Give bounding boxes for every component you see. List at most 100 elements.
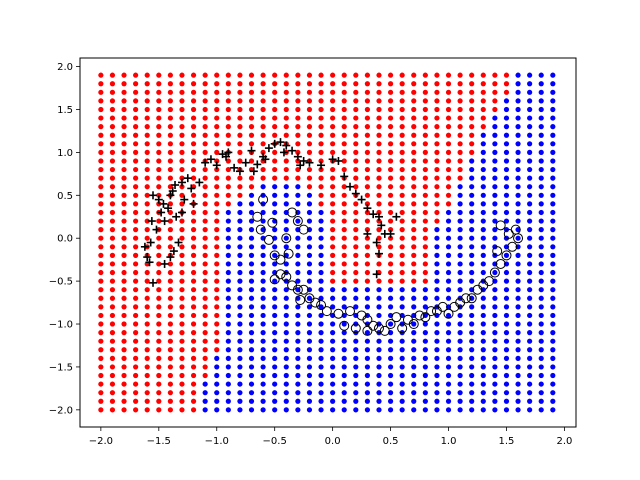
grid-point [109, 201, 116, 207]
grid-point [387, 390, 394, 396]
grid-point [214, 312, 220, 319]
grid-point [550, 141, 556, 147]
grid-point [225, 81, 231, 87]
grid-point [202, 81, 208, 87]
grid-point [492, 338, 498, 344]
grid-point [469, 347, 475, 353]
grid-point [248, 106, 255, 113]
grid-point [295, 132, 301, 138]
grid-point [376, 227, 382, 233]
grid-point [469, 244, 475, 250]
grid-point [503, 312, 510, 319]
grid-point [341, 252, 347, 258]
grid-point [376, 381, 382, 387]
grid-point [469, 72, 475, 78]
grid-point [341, 227, 347, 233]
grid-point [167, 227, 173, 233]
circle-marker [420, 312, 431, 323]
grid-point [260, 115, 266, 121]
grid-point [179, 141, 185, 147]
grid-point [422, 295, 428, 301]
grid-point [156, 269, 162, 276]
grid-point [237, 89, 243, 95]
grid-point [202, 106, 208, 113]
grid-point [214, 278, 220, 284]
grid-point [225, 287, 231, 293]
grid-point [422, 364, 428, 370]
grid-point [283, 175, 289, 181]
grid-point [202, 372, 208, 379]
grid-point [295, 124, 301, 130]
plus-marker [279, 148, 288, 157]
grid-point [109, 184, 116, 190]
grid-point [550, 81, 556, 87]
grid-point [399, 192, 405, 198]
grid-point [260, 106, 266, 113]
grid-point [434, 115, 440, 121]
grid-point [318, 106, 324, 113]
grid-point [469, 184, 475, 190]
y-axis: −2.0−1.5−1.0−0.50.00.51.01.52.0 [49, 62, 80, 416]
grid-point [248, 398, 255, 404]
grid-point [341, 398, 347, 404]
grid-point [492, 209, 498, 216]
grid-point [550, 398, 556, 404]
grid-point [98, 89, 104, 95]
grid-point [399, 141, 405, 147]
grid-point [179, 175, 185, 181]
grid-point [121, 81, 127, 87]
grid-point [550, 72, 556, 78]
grid-point [434, 355, 440, 361]
grid-point [538, 338, 544, 344]
grid-point [480, 372, 486, 379]
y-tick-label: −2.0 [49, 405, 73, 416]
grid-point [121, 106, 127, 113]
grid-point [179, 381, 185, 387]
grid-point [295, 321, 301, 327]
grid-point [202, 72, 208, 78]
grid-point [225, 184, 231, 190]
grid-point [364, 287, 370, 293]
grid-point [248, 372, 255, 379]
grid-point [260, 312, 266, 319]
grid-point [144, 407, 150, 413]
grid-point [214, 381, 220, 387]
grid-point [98, 390, 104, 396]
grid-point [179, 235, 185, 241]
grid-point [341, 407, 347, 413]
grid-point [422, 227, 428, 233]
grid-point [167, 166, 173, 173]
grid-point [527, 192, 533, 198]
grid-point [330, 347, 336, 353]
grid-point [98, 149, 104, 155]
grid-point [515, 72, 521, 78]
grid-point [457, 141, 463, 147]
grid-point [295, 201, 301, 207]
grid-point [527, 218, 533, 224]
grid-point [272, 106, 278, 113]
grid-point [190, 252, 197, 258]
grid-point [550, 124, 556, 130]
grid-point [283, 261, 289, 267]
grid-point [411, 261, 417, 267]
grid-point [109, 312, 116, 319]
grid-point [167, 149, 173, 155]
grid-point [376, 141, 382, 147]
plus-marker [174, 238, 183, 247]
grid-point [445, 347, 452, 353]
grid-point [550, 89, 556, 95]
grid-point [538, 106, 544, 113]
grid-point [515, 166, 521, 173]
grid-point [422, 252, 428, 258]
grid-point [364, 347, 370, 353]
circle-marker [460, 293, 471, 304]
grid-point [248, 175, 255, 181]
grid-point [353, 141, 359, 147]
grid-point [98, 218, 104, 224]
grid-point [225, 124, 231, 130]
grid-point [469, 252, 475, 258]
grid-point [399, 106, 405, 113]
grid-point [492, 227, 498, 233]
grid-point [283, 115, 289, 121]
